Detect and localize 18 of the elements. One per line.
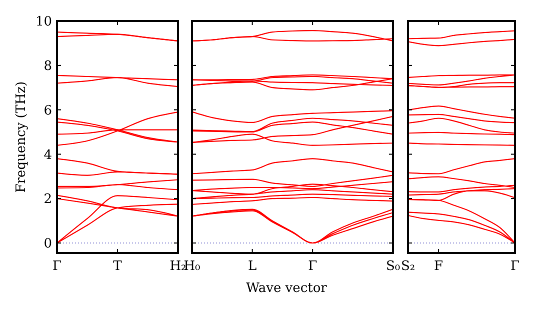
x-tick-label: Γ <box>510 259 520 274</box>
y-tick-label: 0 <box>44 236 52 252</box>
y-tick-label: 6 <box>44 103 52 118</box>
x-tick-label: T <box>113 259 122 274</box>
x-tick-label: Γ <box>308 259 318 274</box>
x-axis-title: Wave vector <box>246 281 328 296</box>
y-axis-title: Frequency (THz) <box>14 81 29 193</box>
x-tick-label: S₂ <box>400 259 416 274</box>
x-tick-label: F <box>434 259 444 274</box>
x-tick-label: Γ <box>52 259 62 274</box>
x-tick-label: S₀ <box>386 259 400 274</box>
y-tick-label: 10 <box>35 14 52 30</box>
y-tick-label: 4 <box>44 148 52 163</box>
x-tick-label: L <box>248 259 257 274</box>
y-tick-label: 8 <box>44 58 52 74</box>
x-tick-label: H₂ <box>170 259 186 274</box>
x-tick-label: H₀ <box>184 259 200 274</box>
y-tick-label: 2 <box>44 192 52 208</box>
